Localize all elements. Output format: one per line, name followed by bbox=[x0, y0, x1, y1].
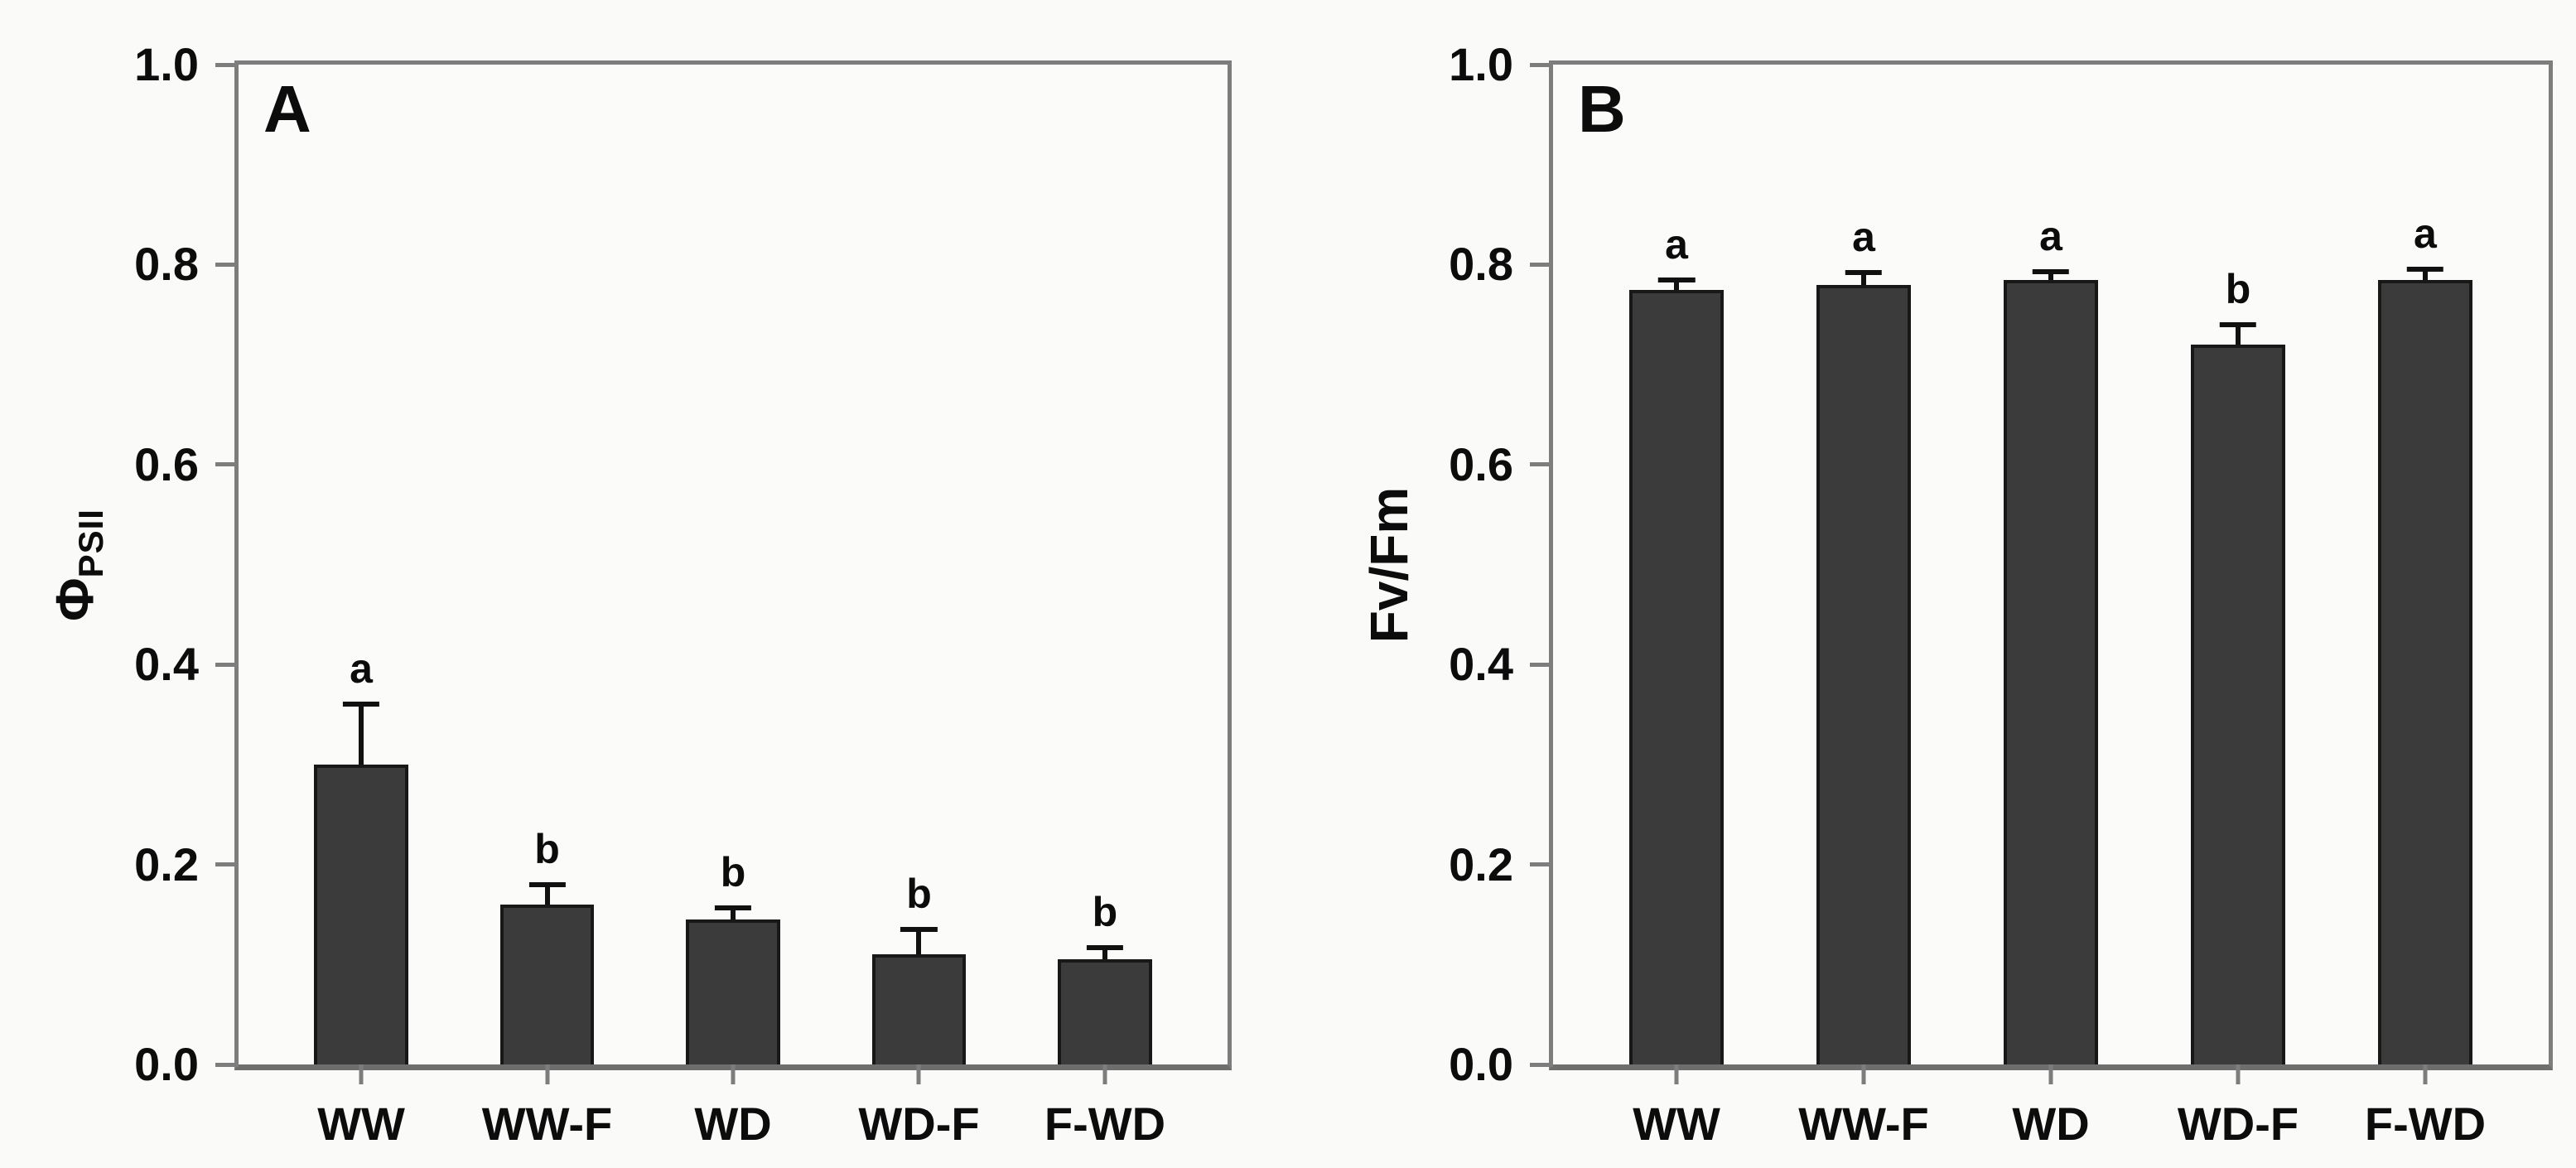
x-tick bbox=[545, 1064, 550, 1084]
error-cap-ww bbox=[342, 702, 380, 707]
panel-b-y-axis-label-main: Fv/Fm bbox=[1359, 486, 1419, 643]
error-bar-ww bbox=[1674, 279, 1680, 290]
error-cap-wd-f bbox=[2219, 321, 2257, 327]
error-bar-wd bbox=[2048, 271, 2053, 280]
error-cap-ww-f bbox=[528, 881, 566, 887]
x-tick bbox=[2423, 1064, 2428, 1084]
y-tick bbox=[1530, 1062, 1553, 1067]
panel-b-y-axis-label: Fv/Fm bbox=[1339, 65, 1439, 1064]
x-category-label-wd-f: WD-F bbox=[858, 1098, 980, 1150]
error-cap-wd bbox=[714, 905, 752, 910]
y-tick bbox=[215, 862, 239, 867]
y-tick-label: 0.0 bbox=[1449, 1038, 1513, 1090]
x-category-label-wd: WD bbox=[2012, 1098, 2090, 1150]
x-tick bbox=[2048, 1064, 2053, 1084]
error-bar-ww bbox=[359, 704, 364, 765]
x-category-label-wd: WD bbox=[694, 1098, 772, 1150]
sig-letter-wd: b bbox=[720, 848, 746, 895]
error-bar-ww-f bbox=[544, 884, 550, 905]
y-tick bbox=[215, 462, 239, 467]
x-category-label-f-wd: F-WD bbox=[2364, 1098, 2487, 1150]
panel-a-y-axis-label: ΦPSII bbox=[25, 65, 124, 1064]
y-tick-label: 0.4 bbox=[1449, 638, 1513, 691]
y-tick bbox=[1530, 862, 1553, 867]
y-tick-label: 0.2 bbox=[134, 837, 199, 890]
error-cap-ww bbox=[1657, 277, 1696, 282]
sig-letter-f-wd: b bbox=[1092, 888, 1118, 935]
error-bar-f-wd bbox=[1102, 947, 1107, 960]
bar-ww-f bbox=[1816, 284, 1912, 1064]
x-category-label-ww: WW bbox=[1633, 1098, 1720, 1150]
y-tick bbox=[215, 262, 239, 267]
x-tick bbox=[1861, 1064, 1866, 1084]
error-bar-wd bbox=[731, 907, 736, 919]
y-tick bbox=[215, 62, 239, 67]
x-tick bbox=[1674, 1064, 1679, 1084]
sig-letter-wd-f: b bbox=[906, 871, 932, 918]
bar-wd bbox=[2003, 279, 2099, 1064]
y-tick bbox=[1530, 262, 1553, 267]
sig-letter-wd-f: b bbox=[2225, 265, 2251, 312]
x-tick bbox=[916, 1064, 921, 1084]
y-tick-label: 0.4 bbox=[134, 638, 199, 691]
error-bar-wd-f bbox=[2235, 324, 2241, 345]
x-category-label-ww: WW bbox=[317, 1098, 405, 1150]
sig-letter-ww-f: b bbox=[534, 825, 560, 872]
y-tick bbox=[1530, 662, 1553, 667]
sig-letter-wd: a bbox=[2039, 212, 2062, 259]
sig-letter-f-wd: a bbox=[2414, 210, 2437, 258]
bar-f-wd bbox=[1058, 959, 1152, 1064]
panel-b-plot: B Fv/Fm 0.0 0.2 0.4 0.6 0.8 1.0 a WW a WW-F a WD b WD… bbox=[1359, 41, 2553, 1147]
error-cap-ww-f bbox=[1845, 270, 1883, 276]
x-category-label-f-wd: F-WD bbox=[1044, 1098, 1166, 1150]
error-cap-f-wd bbox=[1086, 944, 1124, 950]
x-category-label-wd-f: WD-F bbox=[2177, 1098, 2299, 1150]
panel-b-label: B bbox=[1578, 72, 1627, 146]
error-bar-wd-f bbox=[916, 929, 922, 955]
sig-letter-ww-f: a bbox=[1852, 214, 1875, 261]
y-tick-label: 0.2 bbox=[1449, 837, 1513, 890]
bar-wd-f bbox=[2190, 344, 2286, 1064]
error-cap-wd-f bbox=[900, 927, 938, 933]
y-tick bbox=[215, 1062, 239, 1067]
bar-wd bbox=[686, 919, 780, 1064]
x-tick bbox=[359, 1064, 364, 1084]
bar-ww bbox=[1628, 289, 1725, 1064]
y-tick bbox=[1530, 62, 1553, 67]
y-tick-label: 1.0 bbox=[134, 38, 199, 90]
bar-ww bbox=[314, 764, 408, 1064]
panel-a-y-axis-label-sub: PSII bbox=[71, 508, 110, 577]
error-cap-f-wd bbox=[2406, 267, 2444, 273]
error-cap-wd bbox=[2032, 268, 2070, 274]
bar-wd-f bbox=[871, 954, 967, 1064]
panel-a-plot: A ΦPSII 0.0 0.2 0.4 0.6 0.8 1.0 a WW b WW-F b WD b WD… bbox=[45, 41, 1232, 1147]
panel-a-y-axis-label-main: Φ bbox=[45, 577, 104, 621]
error-bar-ww-f bbox=[1861, 273, 1867, 285]
x-category-label-ww-f: WW-F bbox=[481, 1098, 613, 1150]
x-category-label-ww-f: WW-F bbox=[1798, 1098, 1929, 1150]
y-tick bbox=[1530, 462, 1553, 467]
x-tick bbox=[2236, 1064, 2241, 1084]
bar-f-wd bbox=[2377, 279, 2473, 1064]
x-tick bbox=[731, 1064, 736, 1084]
bar-ww-f bbox=[499, 904, 595, 1064]
sig-letter-ww: a bbox=[350, 645, 373, 693]
y-tick-label: 0.6 bbox=[134, 437, 199, 490]
y-tick bbox=[215, 662, 239, 667]
panel-a-label: A bbox=[263, 72, 312, 146]
y-tick-label: 0.6 bbox=[1449, 437, 1513, 490]
y-tick-label: 0.8 bbox=[1449, 238, 1513, 291]
x-tick bbox=[1102, 1064, 1107, 1084]
error-bar-f-wd bbox=[2422, 269, 2428, 280]
y-tick-label: 1.0 bbox=[1449, 38, 1513, 90]
y-tick-label: 0.0 bbox=[134, 1038, 199, 1090]
y-tick-label: 0.8 bbox=[134, 238, 199, 291]
sig-letter-ww: a bbox=[1665, 220, 1688, 268]
